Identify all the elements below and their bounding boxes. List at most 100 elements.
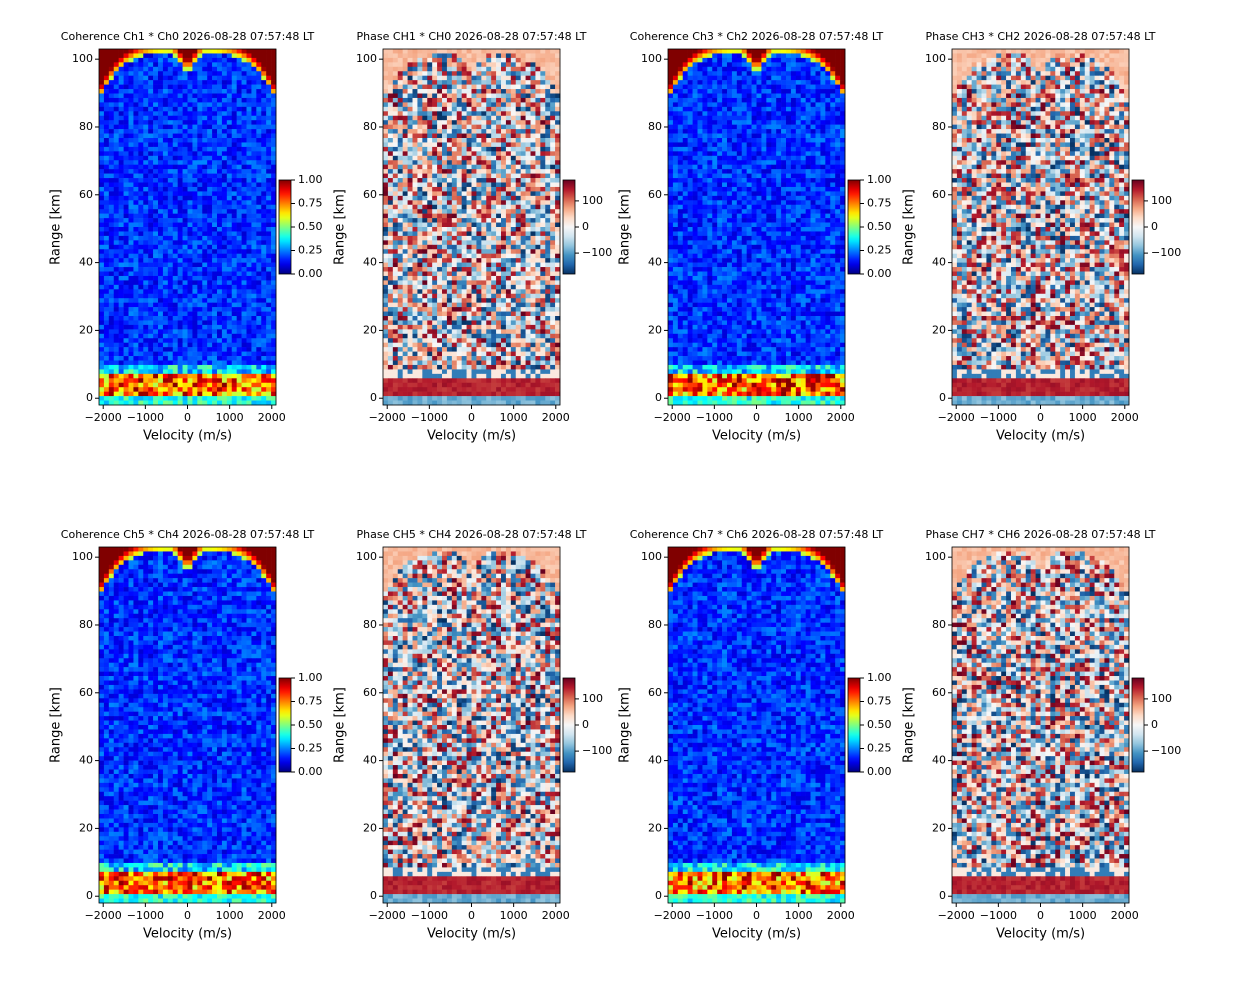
y-tick-label: 100	[641, 52, 662, 65]
x-tick-label: −1000	[127, 909, 164, 922]
y-tick-label: 80	[648, 120, 662, 133]
y-tick-label: 20	[932, 323, 946, 336]
y-tick-label: 40	[648, 754, 662, 767]
y-tick-label: 40	[79, 754, 93, 767]
y-tick-label: 60	[648, 686, 662, 699]
x-tick-label: 2000	[827, 411, 855, 424]
colorbar-tick-label: 1.00	[867, 671, 892, 684]
x-tick-label: 0	[753, 909, 760, 922]
colorbar-tick-label: 0	[582, 718, 589, 731]
colorbar-tick-label: −100	[582, 246, 612, 259]
heatmap-image	[383, 547, 561, 904]
y-axis-label: Range [km]	[49, 189, 64, 265]
y-tick-label: 40	[648, 256, 662, 269]
subplot: Coherence Ch1 * Ch0 2026-08-28 07:57:48 …	[49, 30, 323, 444]
subplot-title: Coherence Ch7 * Ch6 2026-08-28 07:57:48 …	[630, 528, 884, 541]
x-axis-label: Velocity (m/s)	[427, 429, 516, 444]
subplot-title: Coherence Ch1 * Ch0 2026-08-28 07:57:48 …	[61, 30, 315, 43]
x-tick-label: 2000	[258, 909, 286, 922]
x-tick-label: 0	[184, 411, 191, 424]
x-tick-label: 0	[1037, 411, 1044, 424]
colorbar-tick-label: 0	[582, 220, 589, 233]
x-tick-label: 2000	[1111, 411, 1139, 424]
x-tick-label: −2000	[938, 909, 975, 922]
x-tick-label: 1000	[216, 909, 244, 922]
y-tick-label: 60	[932, 686, 946, 699]
colorbar-tick-label: 0.00	[298, 765, 323, 778]
y-axis-label: Range [km]	[49, 687, 64, 763]
heatmap-image	[952, 547, 1130, 904]
colorbar-tick-label: 0.25	[867, 244, 892, 257]
subplot: Phase CH5 * CH4 2026-08-28 07:57:48 LT −2…	[333, 528, 613, 942]
colorbar-tick-label: 100	[582, 194, 603, 207]
y-tick-label: 0	[939, 889, 946, 902]
x-tick-label: 0	[468, 411, 475, 424]
y-tick-label: 100	[925, 52, 946, 65]
subplot-title: Coherence Ch3 * Ch2 2026-08-28 07:57:48 …	[630, 30, 884, 43]
x-axis-label: Velocity (m/s)	[712, 429, 801, 444]
y-tick-label: 40	[79, 256, 93, 269]
colorbar-tick-label: 0	[1151, 220, 1158, 233]
x-axis-label: Velocity (m/s)	[143, 927, 232, 942]
x-tick-label: 1000	[500, 909, 528, 922]
y-tick-label: 100	[72, 550, 93, 563]
subplot: Coherence Ch7 * Ch6 2026-08-28 07:57:48 …	[618, 528, 892, 942]
x-axis-label: Velocity (m/s)	[143, 429, 232, 444]
colorbar-tick-label: 0.00	[298, 267, 323, 280]
y-tick-label: 100	[72, 52, 93, 65]
y-tick-label: 60	[363, 686, 377, 699]
x-tick-label: −1000	[411, 411, 448, 424]
colorbar	[278, 677, 292, 773]
y-tick-label: 60	[932, 188, 946, 201]
y-tick-label: 40	[932, 754, 946, 767]
x-tick-label: −2000	[654, 411, 691, 424]
x-tick-label: 1000	[500, 411, 528, 424]
y-tick-label: 80	[932, 618, 946, 631]
x-tick-label: 0	[1037, 909, 1044, 922]
x-axis-label: Velocity (m/s)	[996, 927, 1085, 942]
colorbar	[562, 677, 576, 773]
colorbar-tick-label: 100	[1151, 194, 1172, 207]
x-tick-label: 2000	[258, 411, 286, 424]
x-tick-label: −1000	[696, 909, 733, 922]
x-tick-label: 2000	[827, 909, 855, 922]
x-tick-label: −2000	[369, 411, 406, 424]
heatmap-image	[99, 49, 277, 406]
colorbar-tick-label: 0.25	[298, 742, 323, 755]
y-tick-label: 100	[925, 550, 946, 563]
y-tick-label: 0	[655, 391, 662, 404]
colorbar-tick-label: 0.50	[298, 718, 323, 731]
x-tick-label: −1000	[696, 411, 733, 424]
x-tick-label: 0	[184, 909, 191, 922]
y-tick-label: 40	[363, 256, 377, 269]
x-tick-label: −2000	[369, 909, 406, 922]
colorbar-tick-label: 100	[1151, 692, 1172, 705]
subplot: Phase CH1 * CH0 2026-08-28 07:57:48 LT −2…	[333, 30, 613, 444]
y-tick-label: 20	[932, 821, 946, 834]
colorbar-tick-label: 0.25	[298, 244, 323, 257]
colorbar-tick-label: 0.75	[867, 197, 892, 210]
y-axis-label: Range [km]	[333, 687, 348, 763]
colorbar-tick-label: 0.50	[867, 718, 892, 731]
x-tick-label: 1000	[1069, 909, 1097, 922]
colorbar-tick-label: 0.75	[867, 695, 892, 708]
colorbar	[562, 179, 576, 275]
colorbar-tick-label: 1.00	[298, 671, 323, 684]
colorbar	[847, 677, 861, 773]
y-tick-label: 60	[648, 188, 662, 201]
subplot-title: Phase CH1 * CH0 2026-08-28 07:57:48 LT	[357, 30, 587, 43]
y-axis-label: Range [km]	[618, 687, 633, 763]
colorbar-tick-label: −100	[1151, 246, 1181, 259]
y-tick-label: 20	[648, 821, 662, 834]
heatmap-image	[952, 49, 1130, 406]
y-tick-label: 80	[932, 120, 946, 133]
y-tick-label: 60	[79, 686, 93, 699]
colorbar-tick-label: 0.00	[867, 765, 892, 778]
colorbar-tick-label: 100	[582, 692, 603, 705]
y-tick-label: 0	[86, 889, 93, 902]
x-tick-label: 2000	[542, 411, 570, 424]
x-tick-label: −2000	[85, 411, 122, 424]
x-tick-label: 2000	[542, 909, 570, 922]
y-tick-label: 80	[648, 618, 662, 631]
